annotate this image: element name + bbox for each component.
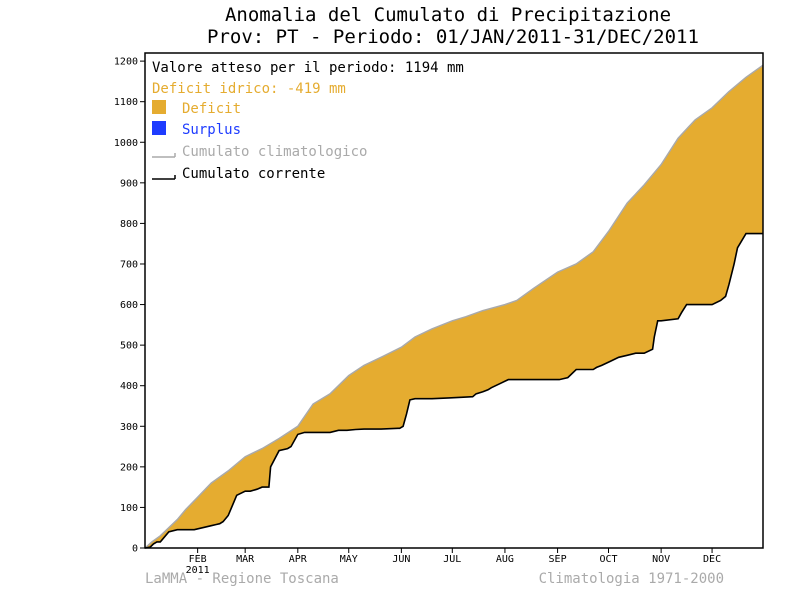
x-tick-label: DEC	[703, 554, 721, 565]
y-tick-label: 700	[120, 259, 138, 270]
legend-climatological-label: Cumulato climatologico	[182, 144, 367, 160]
x-tick-label: JUL	[443, 554, 461, 565]
footer-climatology: Climatologia 1971-2000	[539, 571, 724, 587]
y-axis: 0 100 200 300 400 500 600 700 800 900 1000 1100 1200	[114, 57, 145, 555]
chart-title: Anomalia del Cumulato di Precipitazione	[225, 4, 671, 26]
footer-credit: LaMMA - Regione Toscana	[145, 571, 339, 587]
y-tick-label: 100	[120, 503, 138, 514]
y-tick-label: 1100	[114, 97, 138, 108]
x-tick-label: AUG	[496, 554, 514, 565]
y-tick-label: 200	[120, 462, 138, 473]
legend-expected-text: Valore atteso per il periodo: 1194 mm	[152, 60, 464, 76]
legend-current-label: Cumulato corrente	[182, 166, 325, 182]
y-tick-label: 1000	[114, 138, 138, 149]
plot-area	[144, 52, 764, 549]
y-tick-label: 600	[120, 300, 138, 311]
climatological-line	[144, 64, 764, 549]
y-tick-label: 800	[120, 219, 138, 230]
x-tick-label: APR	[289, 554, 308, 565]
legend-surplus-label: Surplus	[182, 122, 241, 138]
y-tick-label: 400	[120, 381, 138, 392]
legend-deficit-swatch	[152, 100, 166, 114]
legend-deficit-label: Deficit	[182, 101, 241, 117]
legend-deficit-text: Deficit idrico: -419 mm	[152, 81, 346, 97]
x-tick-label: MAR	[236, 554, 255, 565]
x-tick-label: JUN	[392, 554, 410, 565]
legend-surplus-swatch	[152, 121, 166, 135]
x-axis: FEB MAR APR MAY JUN JUL AUG SEP OCT NOV DEC	[189, 548, 721, 565]
plot-frame	[144, 52, 764, 549]
x-tick-label: MAY	[340, 554, 358, 565]
legend: Valore atteso per il periodo: 1194 mm De…	[152, 60, 464, 182]
y-tick-label: 900	[120, 178, 138, 189]
chart-subtitle: Prov: PT - Periodo: 01/JAN/2011-31/DEC/2…	[207, 26, 699, 48]
y-tick-label: 1200	[114, 57, 138, 68]
current-line	[144, 232, 763, 549]
y-tick-label: 0	[132, 544, 138, 555]
deficit-area	[145, 65, 763, 548]
x-tick-label: NOV	[652, 554, 670, 565]
y-tick-label: 500	[120, 341, 138, 352]
x-tick-label: FEB	[189, 554, 207, 565]
x-tick-label: OCT	[599, 554, 617, 565]
x-tick-label: SEP	[549, 554, 567, 565]
y-tick-label: 300	[120, 422, 138, 433]
x-year-label: 2011	[186, 565, 210, 576]
